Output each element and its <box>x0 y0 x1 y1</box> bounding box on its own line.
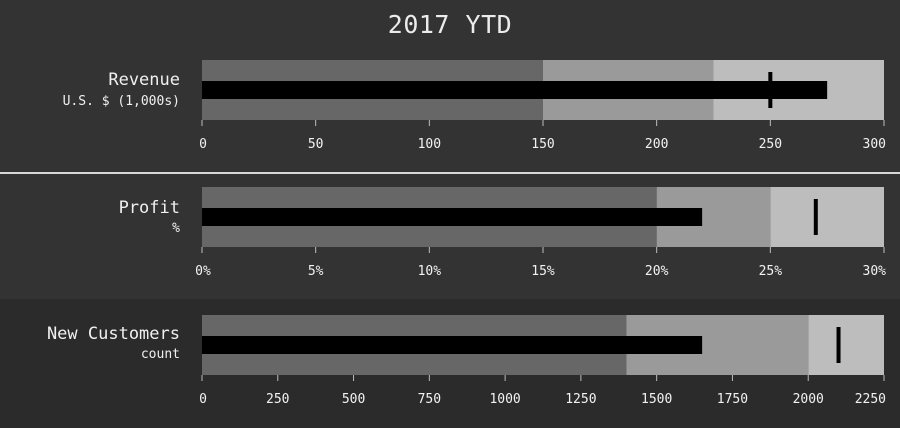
profit-label: Profit <box>118 198 180 218</box>
revenue-label: Revenue <box>108 70 180 90</box>
profit-panel: Profit % <box>0 174 900 298</box>
new-customers-tick-label-1: 250 <box>266 392 289 407</box>
new-customers-tick-label-8: 2000 <box>793 392 824 407</box>
new-customers-measure-bar <box>202 336 703 354</box>
profit-tick-label-2: 10% <box>418 264 442 279</box>
revenue-target-marker <box>768 72 773 108</box>
profit-measure-bar <box>202 208 703 226</box>
revenue-panel: Revenue U.S. $ (1,000s) <box>0 0 900 172</box>
profit-tick-label-3: 15% <box>531 264 555 279</box>
new-customers-sublabel: count <box>140 347 180 362</box>
revenue-sublabel: U.S. $ (1,000s) <box>62 94 180 109</box>
profit-tick-label-5: 25% <box>759 264 783 279</box>
new-customers-tick-label-6: 1500 <box>641 392 672 407</box>
new-customers-label: New Customers <box>46 324 180 344</box>
revenue-tick-label-1: 50 <box>308 137 324 152</box>
revenue-tick-label-0: 0 <box>199 137 207 152</box>
revenue-tick-label-6: 300 <box>863 137 886 152</box>
profit-tick-label-4: 20% <box>645 264 669 279</box>
profit-sublabel: % <box>172 221 180 236</box>
new-customers-range-good <box>808 315 884 375</box>
revenue-measure-bar <box>202 81 828 99</box>
profit-tick-label-1: 5% <box>308 264 324 279</box>
new-customers-target-marker <box>836 327 841 363</box>
revenue-tick-label-4: 200 <box>645 137 668 152</box>
profit-tick-label-6: 30% <box>863 264 887 279</box>
new-customers-tick-label-0: 0 <box>199 392 207 407</box>
new-customers-tick-label-4: 1000 <box>489 392 520 407</box>
new-customers-tick-label-3: 750 <box>418 392 441 407</box>
revenue-tick-label-3: 150 <box>531 137 554 152</box>
revenue-tick-label-2: 100 <box>418 137 441 152</box>
profit-target-marker <box>813 199 818 235</box>
profit-range-good <box>770 187 884 247</box>
new-customers-tick-label-2: 500 <box>342 392 365 407</box>
profit-tick-label-0: 0% <box>195 264 211 279</box>
panel-divider-1 <box>0 172 900 174</box>
new-customers-tick-label-7: 1750 <box>717 392 748 407</box>
chart-title: 2017 YTD <box>387 10 513 39</box>
new-customers-tick-label-9: 2250 <box>855 392 886 407</box>
revenue-tick-label-5: 250 <box>759 137 782 152</box>
new-customers-tick-label-5: 1250 <box>565 392 596 407</box>
